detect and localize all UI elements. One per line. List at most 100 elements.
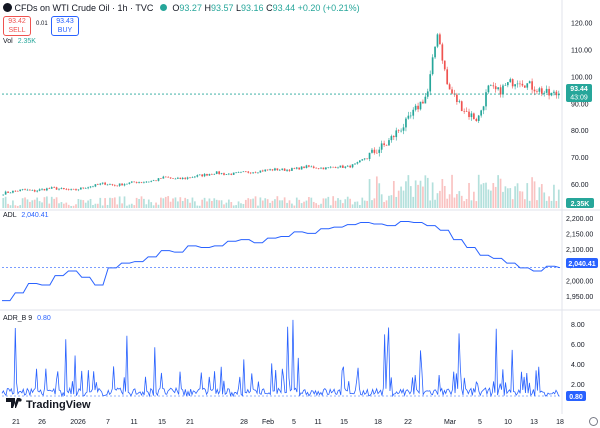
svg-text:TradingView: TradingView — [26, 399, 91, 411]
candle-body — [419, 101, 422, 110]
candle-body — [485, 92, 487, 107]
candle-body — [138, 182, 140, 184]
candle-body — [106, 184, 109, 186]
adl-legend[interactable]: ADL 2,040.41 — [3, 212, 49, 219]
volume-legend[interactable]: Vol 2.35K — [3, 38, 36, 45]
volume-bar — [310, 197, 313, 208]
volume-bar — [201, 199, 204, 208]
candle-body — [329, 166, 332, 168]
candle-body — [509, 79, 512, 83]
candle-body — [312, 166, 315, 168]
buy-button[interactable]: 93.43 BUY — [51, 16, 79, 36]
volume-bar — [2, 197, 5, 208]
volume-bar — [329, 205, 332, 208]
volume-bar — [184, 197, 187, 208]
candle-body — [2, 194, 5, 196]
volume-bar — [281, 200, 284, 208]
volume-bar — [490, 190, 492, 208]
volume-bar — [278, 200, 281, 208]
candle-body — [160, 178, 162, 179]
symbol-title[interactable]: CFDs on WTI Crude Oil · 1h · TVC — [14, 3, 154, 13]
volume-bar — [453, 197, 456, 208]
candle-body — [519, 83, 521, 85]
candle-body — [174, 178, 177, 180]
volume-bar — [230, 202, 233, 208]
x-tick-label: 18 — [556, 419, 564, 426]
candle-body — [133, 181, 136, 183]
candle-body — [181, 177, 184, 179]
volume-bar — [126, 205, 128, 208]
candle-body — [152, 180, 155, 182]
candle-body — [77, 189, 80, 191]
candle-body — [361, 159, 364, 161]
adl-legend-label: ADL — [3, 212, 17, 219]
adr-line — [1, 319, 560, 398]
candle-body — [392, 136, 395, 138]
adl-tick-label: 2,000.00 — [566, 278, 593, 285]
candle-body — [417, 105, 419, 110]
sell-button[interactable]: 93.42 SELL — [3, 16, 31, 36]
candle-body — [172, 178, 174, 179]
tradingview-logo[interactable]: TradingView — [6, 398, 91, 411]
candle-body — [446, 69, 449, 85]
volume-bar — [550, 200, 553, 208]
candle-body — [337, 167, 339, 169]
volume-bar — [16, 205, 19, 208]
candle-body — [203, 173, 206, 177]
volume-bar — [174, 197, 177, 208]
volume-bar — [111, 198, 114, 208]
volume-bar — [363, 200, 366, 208]
volume-bar — [50, 196, 53, 208]
volume-bar — [179, 197, 182, 208]
adr-tick-label: 2.00 — [571, 382, 585, 389]
adr-legend[interactable]: ADR_B 9 0.80 — [3, 315, 51, 322]
candle-body — [536, 91, 538, 92]
candle-body — [291, 168, 293, 171]
volume-bar — [543, 192, 546, 208]
buy-price: 93.43 — [56, 18, 74, 25]
volume-bar — [63, 203, 65, 208]
candle-body — [46, 188, 48, 191]
volume-bar — [12, 200, 14, 208]
candle-body — [177, 177, 179, 179]
candle-body — [494, 86, 497, 90]
candle-body — [116, 185, 119, 187]
volume-bar — [327, 196, 330, 208]
settings-gear-icon[interactable] — [589, 417, 598, 426]
candle-body — [482, 106, 485, 111]
adr-legend-label: ADR_B — [3, 315, 27, 322]
volume-bar — [291, 203, 293, 208]
volume-bar — [487, 189, 490, 208]
candle-body — [271, 169, 274, 171]
candle-body — [356, 162, 359, 164]
candle-body — [26, 189, 29, 191]
candle-body — [439, 34, 441, 45]
volume-bar — [172, 198, 174, 208]
candle-body — [225, 174, 228, 175]
candle-body — [82, 187, 85, 189]
volume-bar — [516, 183, 519, 208]
volume-bar — [152, 205, 155, 208]
candle-body — [167, 176, 170, 178]
symbol-row[interactable]: CFDs on WTI Crude Oil · 1h · TVC O93.27 … — [3, 3, 360, 13]
candle-body — [332, 166, 335, 168]
volume-bar — [247, 198, 250, 208]
candle-body — [460, 101, 463, 112]
svg-text:2,040.41: 2,040.41 — [568, 261, 595, 268]
volume-bar — [240, 203, 242, 208]
volume-bar — [431, 182, 434, 208]
volume-bar — [499, 178, 502, 208]
candle-body — [75, 189, 77, 191]
buy-label: BUY — [57, 27, 73, 34]
volume-bar — [448, 194, 451, 208]
volume-bar — [84, 202, 87, 208]
volume-bar — [397, 190, 400, 208]
candle-body — [293, 168, 296, 169]
ohlc-high: 93.57 — [210, 3, 234, 13]
candle-body — [186, 177, 189, 179]
volume-bar — [553, 184, 555, 208]
ohlc-high-label: H — [204, 3, 211, 13]
volume-bar — [548, 196, 550, 208]
adl-tick-label: 2,100.00 — [566, 247, 593, 254]
